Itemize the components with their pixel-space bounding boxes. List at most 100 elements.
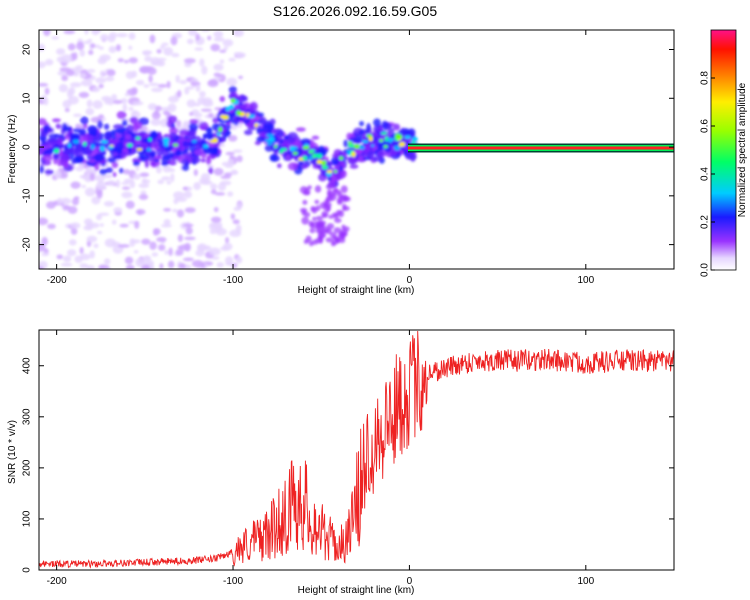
snr-series-line xyxy=(39,330,674,569)
noise-blob xyxy=(125,264,135,269)
noise-blob xyxy=(143,84,150,89)
hot-spot xyxy=(411,137,418,142)
ridge-blob xyxy=(181,140,189,148)
noise-blob xyxy=(80,79,93,87)
ridge-blob xyxy=(200,158,206,163)
hot-spot xyxy=(229,104,234,110)
noise-blob xyxy=(161,176,171,181)
branch-blob xyxy=(340,232,348,237)
ridge-blob xyxy=(317,145,326,155)
branch-blob xyxy=(330,242,337,247)
ridge-blob xyxy=(166,153,174,159)
ridge-blob xyxy=(104,131,113,141)
ridge-blob xyxy=(53,152,60,159)
noise-blob xyxy=(142,50,151,56)
noise-blob xyxy=(88,49,94,56)
ridge-blob xyxy=(42,154,54,162)
noise-blob xyxy=(78,163,85,168)
ridge-blob xyxy=(277,163,282,169)
noise-blob xyxy=(227,158,234,166)
ridge-blob xyxy=(144,132,150,138)
ridge-blob xyxy=(377,125,383,134)
noise-blob xyxy=(184,86,190,95)
noise-blob xyxy=(123,59,129,64)
hot-spot xyxy=(362,140,369,143)
noise-blob xyxy=(209,228,217,235)
hot-spot xyxy=(230,98,236,103)
noise-blob xyxy=(176,209,185,218)
ridge-blob xyxy=(264,144,274,152)
ridge-blob xyxy=(39,151,43,156)
noise-blob xyxy=(132,110,138,115)
noise-blob xyxy=(93,30,102,34)
hot-spot xyxy=(268,136,275,143)
ridge-blob xyxy=(387,128,395,134)
noise-blob xyxy=(86,235,98,243)
noise-blob xyxy=(94,174,106,182)
noise-blob xyxy=(147,67,157,75)
noise-blob xyxy=(124,92,130,97)
branch-blob xyxy=(342,226,350,232)
branch-blob xyxy=(314,185,322,193)
noise-blob xyxy=(128,32,136,40)
noise-blob xyxy=(151,87,163,93)
colorbar-label: Normalized spectral amplitude xyxy=(737,82,748,217)
noise-blob xyxy=(156,166,162,174)
noise-blob xyxy=(232,149,243,153)
noise-blob xyxy=(96,214,103,221)
noise-blob xyxy=(59,67,71,72)
noise-blob xyxy=(131,70,138,78)
noise-blob xyxy=(96,190,103,199)
ridge-blob xyxy=(47,138,58,143)
ridge-blob xyxy=(63,148,75,155)
noise-blob xyxy=(224,164,234,168)
snr-frame xyxy=(38,329,675,571)
noise-blob xyxy=(97,180,105,185)
ridge-blob xyxy=(229,91,239,101)
noise-blob xyxy=(94,44,100,49)
hot-spot xyxy=(67,143,72,148)
noise-blob xyxy=(98,212,110,216)
hot-spot xyxy=(289,145,296,152)
noise-blob xyxy=(149,34,156,44)
ridge-blob xyxy=(156,131,162,140)
hot-spot xyxy=(316,153,323,159)
ridge-blob xyxy=(177,156,182,163)
noise-blob xyxy=(208,112,214,118)
x-tick-label: -200 xyxy=(47,275,67,286)
x-tick-label: -100 xyxy=(223,275,243,286)
ridge-blob xyxy=(115,133,123,138)
noise-blob xyxy=(177,90,182,98)
hot-spot xyxy=(380,132,388,135)
noise-blob xyxy=(210,189,217,195)
noise-blob xyxy=(120,98,128,104)
noise-blob xyxy=(132,173,141,180)
noise-blob xyxy=(207,35,212,41)
colorbar: 0.0 0.2 0.4 0.6 0.8 Normalized spectral ampl… xyxy=(700,29,748,277)
ridge-blob xyxy=(121,119,128,127)
noise-blob xyxy=(67,43,76,51)
noise-blob xyxy=(210,216,222,223)
ridge-blob xyxy=(119,167,124,174)
ridge-blob xyxy=(75,147,85,157)
ridge-blob xyxy=(186,133,197,141)
noise-blob xyxy=(159,45,166,50)
noise-blob xyxy=(70,181,81,189)
hot-spot xyxy=(99,145,106,152)
branch-blob xyxy=(333,218,342,223)
noise-blob xyxy=(115,179,121,188)
noise-blob xyxy=(117,244,130,248)
noise-blob xyxy=(41,252,50,257)
colorbar-tick-label: 0.2 xyxy=(700,215,711,229)
noise-blob xyxy=(213,63,224,71)
noise-blob xyxy=(84,187,96,197)
colorbar-tick-label: 0.6 xyxy=(700,119,711,133)
branch-blob xyxy=(312,216,317,222)
spectrogram-frame xyxy=(38,29,675,270)
branch-blob xyxy=(323,205,332,212)
branch-blob xyxy=(318,232,327,238)
noise-blob xyxy=(104,258,111,265)
branch-blob xyxy=(325,184,334,190)
noise-blob xyxy=(195,33,200,41)
hot-spot xyxy=(273,145,278,148)
